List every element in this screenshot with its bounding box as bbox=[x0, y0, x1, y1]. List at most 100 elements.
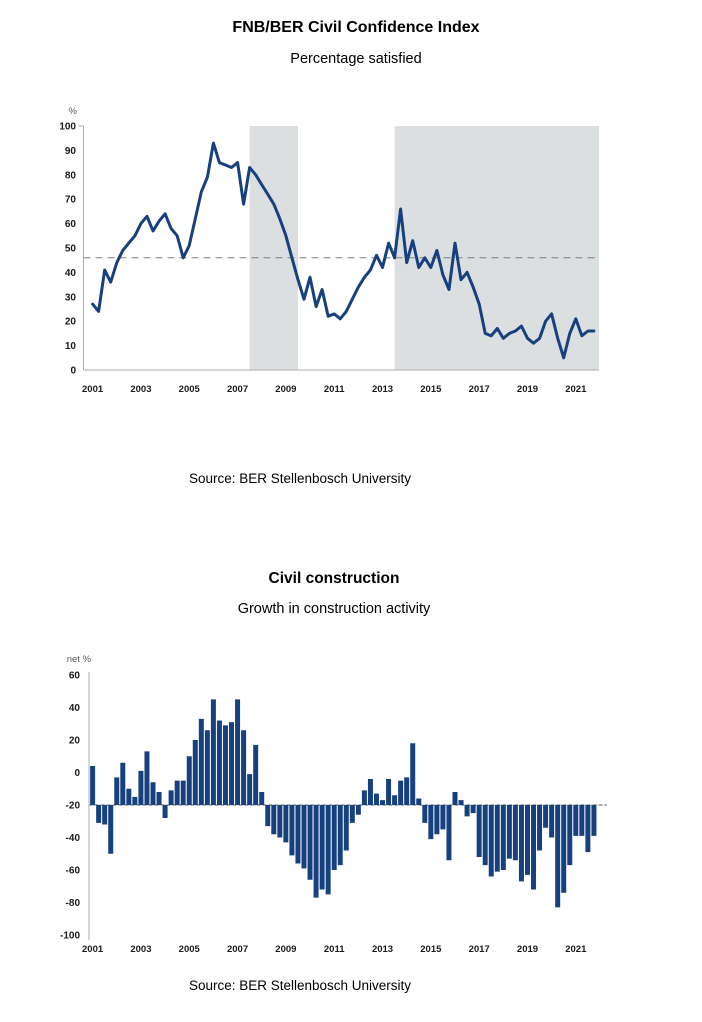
quarter-bar bbox=[301, 805, 307, 869]
quarter-bar bbox=[144, 751, 150, 805]
quarter-bar bbox=[404, 777, 410, 805]
x-tick-label: 2017 bbox=[469, 384, 490, 395]
construction-chart-subtitle: Growth in construction activity bbox=[237, 601, 431, 617]
quarter-bar bbox=[416, 798, 422, 805]
y-tick-label: -60 bbox=[66, 866, 81, 877]
quarter-bar bbox=[373, 793, 379, 805]
y-tick-label: 60 bbox=[65, 219, 77, 230]
quarter-bar bbox=[452, 792, 458, 805]
quarter-bar bbox=[325, 805, 331, 895]
y-tick-label: 30 bbox=[65, 292, 77, 303]
y-tick-label: -80 bbox=[66, 898, 81, 909]
quarter-bar bbox=[549, 805, 555, 838]
y-tick-label: -40 bbox=[66, 833, 81, 844]
quarter-bar bbox=[114, 777, 120, 805]
quarter-bar bbox=[524, 805, 530, 875]
quarter-bar bbox=[204, 730, 210, 805]
y-tick-label: 80 bbox=[65, 170, 77, 181]
y-tick-label: 50 bbox=[65, 244, 77, 255]
quarter-bar bbox=[337, 805, 343, 866]
confidence-chart-source: Source: BER Stellenbosch University bbox=[188, 471, 412, 486]
x-tick-label: 2013 bbox=[372, 944, 393, 955]
quarter-bar bbox=[579, 805, 585, 836]
quarter-bar bbox=[120, 762, 126, 805]
quarter-bar bbox=[367, 779, 373, 805]
quarter-bar bbox=[289, 805, 295, 856]
quarter-bar bbox=[283, 805, 289, 843]
confidence-chart-subtitle: Percentage satisfied bbox=[290, 51, 422, 67]
x-tick-label: 2011 bbox=[324, 384, 345, 395]
quarter-bar bbox=[138, 770, 144, 805]
quarter-bar bbox=[277, 805, 283, 838]
x-tick-label: 2005 bbox=[179, 384, 201, 395]
quarter-bar bbox=[380, 800, 386, 805]
x-tick-label: 2019 bbox=[517, 384, 538, 395]
quarter-bar bbox=[355, 805, 361, 815]
x-tick-label: 2005 bbox=[179, 944, 201, 955]
y-tick-label: 0 bbox=[74, 768, 80, 779]
x-tick-label: 2009 bbox=[275, 944, 296, 955]
quarter-bar bbox=[150, 782, 156, 805]
y-tick-label: -20 bbox=[66, 801, 81, 812]
quarter-bar bbox=[585, 805, 591, 853]
quarter-bar bbox=[537, 805, 543, 851]
y-tick-label: -100 bbox=[60, 931, 80, 942]
quarter-bar bbox=[343, 805, 349, 851]
x-tick-label: 2007 bbox=[227, 384, 248, 395]
quarter-bar bbox=[168, 790, 174, 805]
quarter-bar bbox=[518, 805, 524, 882]
x-tick-label: 2021 bbox=[565, 384, 587, 395]
x-tick-label: 2017 bbox=[469, 944, 490, 955]
x-tick-label: 2021 bbox=[565, 944, 587, 955]
quarter-bar bbox=[156, 792, 162, 805]
quarter-bar bbox=[476, 805, 482, 857]
quarter-bar bbox=[410, 743, 416, 805]
quarter-bar bbox=[295, 805, 301, 864]
quarter-bar bbox=[392, 795, 398, 805]
quarter-bar bbox=[162, 805, 168, 818]
confidence-line-chart: 0 10 20 30 40 50 60 70 80 90 100% 2001 2003 2005 2007 2… bbox=[59, 106, 599, 395]
quarter-bar bbox=[192, 740, 198, 805]
quarter-bar bbox=[319, 805, 325, 890]
y-tick-label: 20 bbox=[65, 317, 77, 328]
quarter-bar bbox=[96, 805, 102, 823]
construction-chart-source: Source: BER Stellenbosch University bbox=[188, 978, 412, 993]
quarter-bar bbox=[132, 796, 138, 805]
quarter-bar bbox=[464, 805, 470, 817]
x-tick-label: 2015 bbox=[420, 944, 442, 955]
construction-chart-title: Civil construction bbox=[268, 570, 400, 587]
confidence-series-line bbox=[91, 141, 596, 360]
x-tick-label: 2009 bbox=[275, 384, 296, 395]
x-tick-label: 2003 bbox=[130, 384, 151, 395]
y-axis-unit-label: % bbox=[69, 106, 78, 117]
x-tick-label: 2001 bbox=[82, 944, 104, 955]
quarter-bar bbox=[428, 805, 434, 840]
y-tick-label: 40 bbox=[65, 268, 77, 279]
quarter-bar bbox=[313, 805, 319, 898]
x-tick-label: 2003 bbox=[130, 944, 151, 955]
y-tick-label: 10 bbox=[65, 341, 77, 352]
x-tick-label: 2011 bbox=[324, 944, 345, 955]
quarter-bar bbox=[591, 805, 597, 836]
quarter-bar bbox=[241, 730, 247, 805]
quarter-bar bbox=[174, 780, 180, 805]
x-tick-label: 2001 bbox=[82, 384, 104, 395]
quarter-bar bbox=[247, 774, 253, 805]
quarter-bar bbox=[259, 792, 265, 805]
y-tick-label: 40 bbox=[69, 703, 81, 714]
quarter-bar bbox=[216, 720, 222, 805]
quarter-bar bbox=[470, 805, 476, 814]
quarter-bar bbox=[440, 805, 446, 830]
quarter-bar bbox=[488, 805, 494, 877]
quarter-bar bbox=[180, 780, 186, 805]
quarter-bar bbox=[271, 805, 277, 835]
construction-bar-chart: 60 40 20 0 -20 -40 -60 -80 -100 net % 2001 2003 2005… bbox=[60, 654, 607, 955]
quarter-bar bbox=[500, 805, 506, 870]
quarter-bar bbox=[349, 805, 355, 823]
quarter-bar bbox=[506, 805, 512, 859]
quarter-bar bbox=[235, 699, 241, 805]
quarter-bar bbox=[543, 805, 549, 828]
y-tick-label: 90 bbox=[65, 146, 77, 157]
quarter-bar bbox=[555, 805, 561, 908]
